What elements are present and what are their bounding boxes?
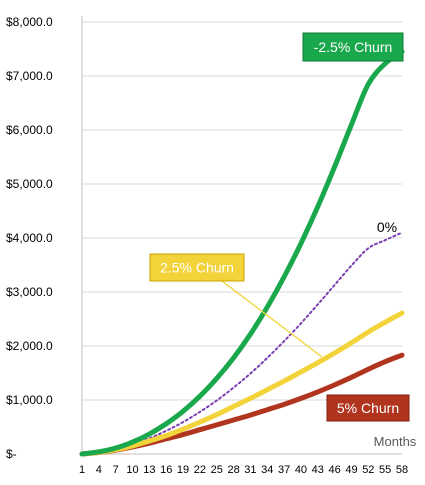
annotations: -2.5% Churn 0% 2.5% Churn 5% Churn — [149, 32, 410, 422]
annotation-leader-line — [221, 280, 323, 358]
x-tick-label: 43 — [312, 464, 324, 476]
gridlines — [82, 21, 402, 401]
x-tick-label: 52 — [362, 464, 374, 476]
annotation-box — [149, 253, 245, 282]
x-tick-label: 7 — [113, 464, 119, 476]
annotation-label: 0% — [377, 219, 397, 235]
x-tick-label: 31 — [244, 464, 256, 476]
x-tick-label: 49 — [345, 464, 357, 476]
x-tick-label: 25 — [211, 464, 223, 476]
x-tick-label: 46 — [329, 464, 341, 476]
y-tick-label: $8,000.0 — [6, 15, 53, 29]
x-tick-label: 37 — [278, 464, 290, 476]
y-tick-label: $1,000.0 — [6, 393, 53, 407]
x-tick-label: 55 — [379, 464, 391, 476]
series-lines — [79, 49, 405, 457]
annotation-label: -2.5% Churn — [314, 39, 393, 55]
y-tick-labels: $- $1,000.0 $2,000.0 $3,000.0 $4,000.0 $5,000… — [6, 15, 53, 461]
x-tick-label: 10 — [126, 464, 138, 476]
x-tick-label: 34 — [261, 464, 273, 476]
x-tick-label: 13 — [143, 464, 155, 476]
x-tick-label: 22 — [194, 464, 206, 476]
x-tick-label: 58 — [396, 464, 408, 476]
annotation-label: 5% Churn — [337, 400, 399, 416]
annotation-box — [302, 32, 404, 62]
x-tick-label: 1 — [79, 464, 85, 476]
series-line-3 — [79, 310, 405, 457]
y-tick-label: $6,000.0 — [6, 123, 53, 137]
axes — [81, 16, 402, 455]
x-tick-label: 19 — [177, 464, 189, 476]
annotation-box — [326, 394, 410, 422]
y-tick-label: $7,000.0 — [6, 69, 53, 83]
y-tick-label: $- — [6, 447, 17, 461]
x-tick-label: 4 — [96, 464, 102, 476]
annotation-label: 2.5% Churn — [160, 260, 234, 276]
x-tick-labels: 1 4 7 10 13 16 19 22 25 28 31 34 37 40 43 46 49 52 55 58 — [79, 464, 408, 476]
series-line-2 — [81, 231, 403, 455]
x-tick-label: 28 — [227, 464, 239, 476]
y-tick-label: $4,000.0 — [6, 231, 53, 245]
x-tick-label: 40 — [295, 464, 307, 476]
y-tick-label: $2,000.0 — [6, 339, 53, 353]
x-tick-label: 16 — [160, 464, 172, 476]
y-tick-label: $5,000.0 — [6, 177, 53, 191]
y-tick-label: $3,000.0 — [6, 285, 53, 299]
x-axis-title: Months — [374, 434, 417, 449]
series-line-1 — [79, 49, 405, 457]
